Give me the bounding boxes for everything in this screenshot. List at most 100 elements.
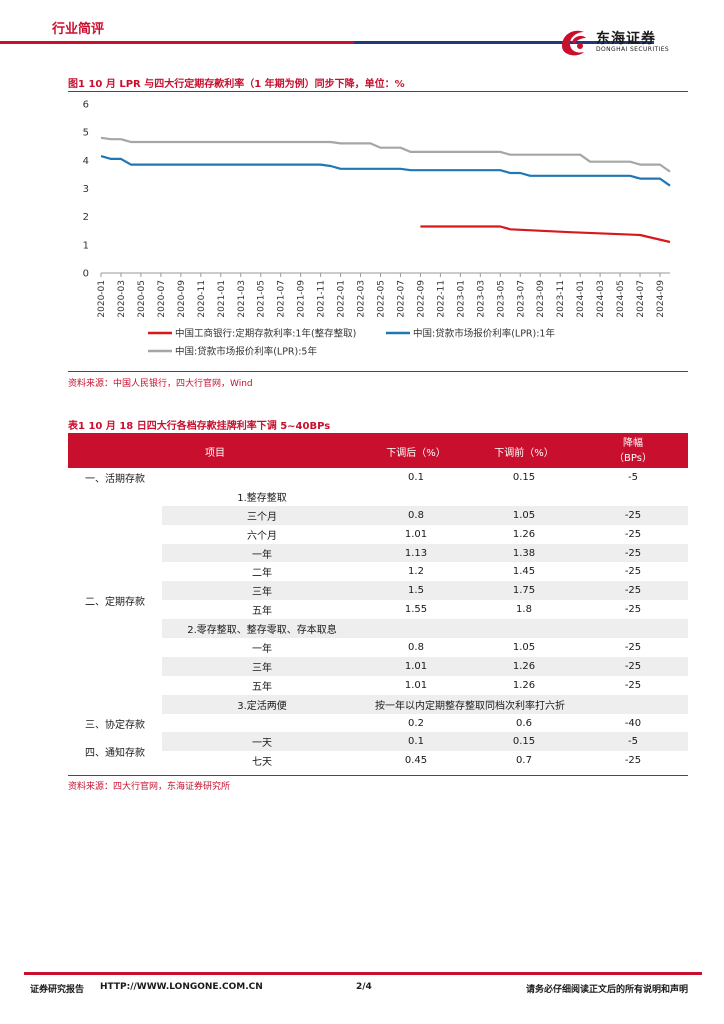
after-cell: 1.55: [404, 604, 428, 616]
x-tick-label: 2023-07: [516, 280, 526, 318]
before-cell: 1.26: [512, 528, 536, 540]
cut-cell: -25: [578, 581, 688, 601]
category-cell: 一、活期存款: [68, 468, 162, 487]
company-name-en: DONGHAI SECURITIES: [596, 46, 670, 53]
item-cell: 五年: [252, 606, 272, 618]
cut-cell: -25: [578, 656, 688, 676]
series-line-2: [100, 136, 671, 173]
x-tick-label: 2024-03: [596, 280, 606, 318]
table-header-row: 项目 下调后（%） 下调前（%） 降幅 （BPs）: [68, 434, 688, 468]
table-row: 一、活期存款 0.1 0.15 -5: [68, 468, 688, 487]
item-cell: 三年: [162, 581, 362, 601]
x-tick-label: 2022-11: [436, 280, 446, 318]
item-cell: [162, 468, 362, 487]
table-row: 一年 1.13 1.38 -25: [68, 543, 688, 563]
x-tick-label: 2020-11: [197, 280, 207, 318]
cut-cell: -5: [628, 471, 638, 483]
after-cell: 1.01: [404, 679, 428, 691]
cut-cell: -25: [624, 679, 642, 691]
table-row: 三个月 0.8 1.05 -25: [68, 505, 688, 525]
footer-divider: [24, 972, 702, 975]
before-cell: 1.45: [512, 566, 536, 578]
x-tick-label: 2020-09: [177, 280, 187, 318]
table-row: 七天 0.45 0.7 -25: [68, 751, 688, 770]
item-cell: 1.整存整取: [237, 492, 287, 504]
company-name: 东海证券: [596, 31, 656, 47]
after-cell: 0.8: [408, 641, 424, 653]
x-tick-label: 2022-07: [396, 280, 406, 318]
series-line-1: [100, 155, 671, 187]
before-cell: 1.05: [470, 505, 578, 525]
before-cell: 0.15: [470, 732, 578, 752]
table-row: 3.定活两便 按一年以内定期整存整取同档次利率打六折: [68, 694, 688, 714]
header-divider-red: [0, 41, 354, 44]
item-cell: 七天: [252, 757, 272, 769]
x-tick-label: 2021-05: [257, 280, 267, 318]
table-row: 五年 1.55 1.8 -25: [68, 600, 688, 619]
y-tick-label: 3: [83, 184, 89, 195]
category-cell: 三、协定存款: [68, 713, 162, 733]
cut-cell: -25: [578, 505, 688, 525]
before-cell: [470, 619, 578, 639]
item-cell: 三年: [162, 656, 362, 676]
x-tick-label: 2020-01: [97, 280, 107, 318]
cut-cell: -25: [578, 543, 688, 563]
item-cell: 五年: [252, 681, 272, 693]
y-tick-label: 0: [83, 269, 89, 280]
after-cell: 0.8: [362, 505, 470, 525]
legend-label-1: 中国:贷款市场报价利率(LPR):1年: [413, 328, 555, 340]
x-tick-label: 2024-01: [576, 280, 586, 318]
before-cell: 1.05: [512, 641, 536, 653]
company-logo-icon: [562, 30, 586, 56]
rate-line-chart: 0 1 2 3 4 5 6 2020-01 2020-03 2020-05 2020-07 2020-…: [83, 100, 671, 358]
table-row: 一年 0.8 1.05 -25: [68, 638, 688, 657]
footer-url-link[interactable]: HTTP://WWW.LONGONE.COM.CN: [100, 982, 263, 992]
x-tick-label: 2020-05: [137, 280, 147, 318]
x-tick-label: 2022-05: [377, 280, 387, 318]
x-tick-label: 2023-05: [496, 280, 506, 318]
x-tick-label: 2023-01: [456, 280, 466, 318]
after-cell: 0.1: [362, 732, 470, 752]
x-tick-label: 2023-03: [476, 280, 486, 318]
before-cell: [470, 487, 578, 506]
y-tick-label: 5: [83, 128, 89, 139]
x-tick-label: 2021-01: [217, 280, 227, 318]
table-row: 三年 1.01 1.26 -25: [68, 656, 688, 676]
item-cell: 三个月: [162, 505, 362, 525]
x-tick-label: 2024-07: [636, 280, 646, 318]
y-tick-label: 6: [83, 100, 89, 111]
x-tick-label: 2022-03: [357, 280, 367, 318]
item-cell: 六个月: [247, 530, 277, 542]
category-cell: 二、定期存款: [68, 486, 162, 714]
header-item: 项目: [68, 434, 362, 468]
figure-rule-bottom: [68, 371, 688, 372]
category-cell: 四、通知存款: [68, 732, 162, 771]
x-tick-label: 2021-09: [297, 280, 307, 318]
section-title: 行业简评: [52, 22, 105, 37]
x-tick-label: 2020-07: [157, 280, 167, 318]
table-row: 三年 1.5 1.75 -25: [68, 581, 688, 601]
cut-cell: -40: [624, 717, 642, 729]
x-tick-label: 2024-09: [656, 280, 666, 318]
x-tick-label: 2022-09: [416, 280, 426, 318]
footer-report-type: 证券研究报告: [30, 985, 85, 995]
table-rule-bottom: [68, 775, 688, 776]
x-tick-label: 2021-03: [237, 280, 247, 318]
cut-cell: [578, 694, 688, 714]
table-source: 资料来源：四大行官网，东海证券研究所: [68, 782, 231, 792]
y-tick-label: 1: [83, 240, 89, 251]
table-rule-top: [68, 433, 688, 434]
table-row: 二、定期存款 1.整存整取: [68, 486, 688, 714]
item-cell: [162, 714, 362, 733]
cut-cell: -5: [578, 732, 688, 752]
page-number: 2/4: [356, 982, 372, 992]
x-tick-label: 2020-03: [117, 280, 127, 318]
cut-cell: -25: [624, 641, 642, 653]
footer-disclaimer: 请务必仔细阅读正文后的所有说明和声明: [526, 985, 689, 995]
y-tick-label: 4: [83, 156, 89, 167]
y-tick-label: 2: [83, 212, 89, 223]
after-cell: 1.5: [362, 581, 470, 601]
x-tick-label: 2023-11: [556, 280, 566, 318]
note-cell: 按一年以内定期整存整取同档次利率打六折: [362, 694, 578, 714]
after-cell: 0.45: [404, 755, 428, 767]
